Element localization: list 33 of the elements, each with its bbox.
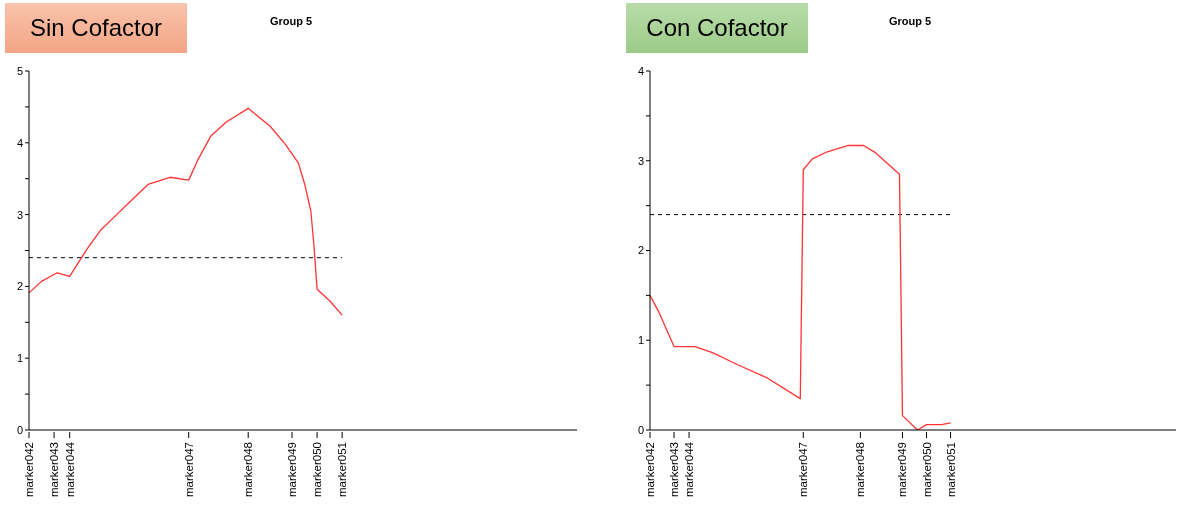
y-tick-label: 0 (637, 423, 644, 436)
line-series (649, 144, 952, 430)
x-tick-label: marker051 (336, 442, 349, 497)
x-tick-label: marker043 (668, 442, 681, 497)
y-tick-label: 4 (637, 64, 644, 77)
x-tick-label: marker051 (944, 442, 957, 497)
x-tick-label: marker049 (896, 442, 909, 497)
x-tick-label: marker047 (182, 442, 195, 497)
y-tick-label: 0 (16, 423, 23, 436)
x-tick-label: marker050 (311, 442, 324, 497)
y-tick-label: 2 (637, 244, 644, 257)
y-tick-label: 4 (16, 136, 23, 149)
y-tick-label: 3 (16, 208, 23, 221)
x-tick-label: marker048 (854, 442, 867, 497)
chart-subtitle: Con Cofactor (626, 3, 808, 53)
x-tick-label: marker047 (797, 442, 810, 497)
line-series (28, 107, 343, 316)
chart-title: Group 5 (889, 15, 932, 27)
chart-title: Group 5 (270, 15, 313, 27)
chart-subtitle: Sin Cofactor (5, 3, 187, 53)
x-tick-label: marker044 (63, 441, 76, 497)
x-tick-label: marker042 (644, 442, 656, 497)
y-tick-label: 1 (16, 352, 23, 365)
y-tick-label: 1 (637, 334, 644, 347)
x-tick-label: marker044 (683, 441, 696, 497)
x-tick-label: marker048 (242, 442, 255, 497)
y-tick-label: 3 (637, 154, 644, 167)
x-tick-label: marker042 (23, 442, 35, 497)
y-tick-label: 5 (16, 64, 23, 77)
x-tick-label: marker049 (286, 442, 299, 497)
x-tick-label: marker043 (48, 442, 61, 497)
x-tick-label: marker050 (920, 442, 933, 497)
y-tick-label: 2 (16, 280, 23, 293)
